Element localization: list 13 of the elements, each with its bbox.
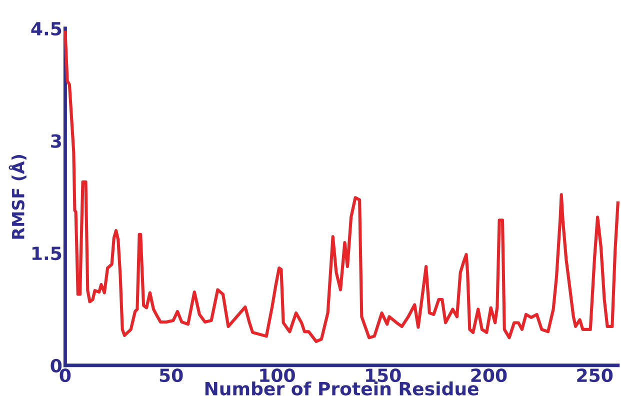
y-axis-title: RMSF (Å) [8,154,26,239]
x-tick-label: 100 [260,368,295,382]
y-tick-label: 4.5 [31,22,62,36]
x-tick-label: 250 [577,368,613,382]
y-tick-label: 1.5 [32,246,62,260]
x-tick-label: 200 [471,368,507,382]
line-series [64,30,620,343]
y-tick-label: 3 [51,134,61,148]
x-tick-label: 50 [160,368,183,382]
x-tick-label: 150 [366,368,401,382]
x-tick-label: 0 [60,368,71,382]
y-tick-label: 0 [50,358,62,373]
x-axis-title: Number of Protein Residue [205,381,478,396]
